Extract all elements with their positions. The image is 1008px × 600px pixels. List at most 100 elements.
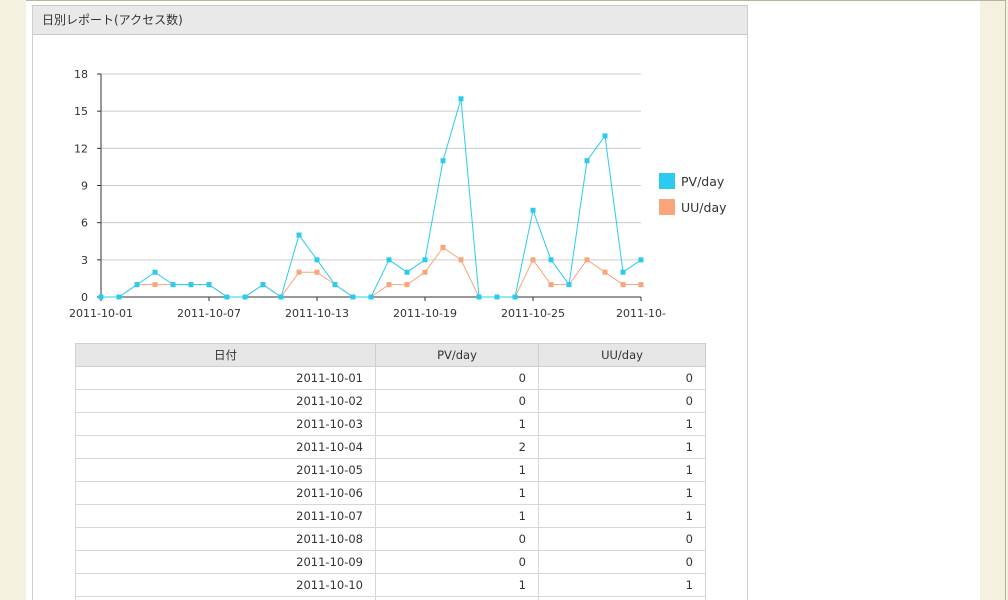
table-row: 2011-10-05 1 1 (76, 459, 706, 482)
data-point-uu (459, 257, 464, 262)
table-row: 2011-10-01 0 0 (76, 367, 706, 390)
cell-pv: 0 (376, 367, 539, 390)
daily-report-panel: 日別レポート(アクセス数) 0 3 6 9 12 15 18 2011-10-01 2011-1… (32, 5, 748, 600)
left-margin (0, 0, 26, 600)
data-point-pv (189, 282, 194, 287)
data-point-pv (495, 295, 500, 300)
chart-legend: PV/day UU/day (659, 168, 727, 220)
legend-swatch-pv (659, 173, 675, 189)
data-point-pv (405, 270, 410, 275)
data-point-pv (585, 158, 590, 163)
cell-pv: 1 (376, 459, 539, 482)
cell-date: 2011-10-10 (76, 574, 376, 597)
data-point-pv (315, 257, 320, 262)
cell-uu: 1 (539, 413, 706, 436)
cell-date: 2011-10-04 (76, 436, 376, 459)
data-point-uu (297, 270, 302, 275)
data-point-uu (315, 270, 320, 275)
x-tick-label: 2011-10-01 (69, 307, 133, 320)
data-point-pv (603, 133, 608, 138)
y-tick-label: 18 (74, 68, 88, 81)
header-pv: PV/day (376, 344, 539, 367)
cell-date: 2011-10-02 (76, 390, 376, 413)
y-tick-label: 0 (81, 291, 88, 304)
data-point-uu (423, 270, 428, 275)
cell-date: 2011-10-03 (76, 413, 376, 436)
data-point-uu (531, 257, 536, 262)
y-tick-label: 3 (81, 254, 88, 267)
data-point-pv (99, 295, 104, 300)
data-point-uu (153, 282, 158, 287)
cell-pv (376, 597, 539, 600)
main-content: 日別レポート(アクセス数) 0 3 6 9 12 15 18 2011-10-01 2011-1… (26, 1, 980, 600)
cell-uu: 1 (539, 505, 706, 528)
cell-uu: 1 (539, 574, 706, 597)
panel-title: 日別レポート(アクセス数) (33, 5, 747, 35)
table-row: 2011-10-09 0 0 (76, 551, 706, 574)
cell-uu: 0 (539, 551, 706, 574)
table-row: 2011-10-06 1 1 (76, 482, 706, 505)
y-tick-label: 15 (74, 105, 88, 118)
table-row: 2011-10-03 1 1 (76, 413, 706, 436)
cell-pv: 1 (376, 482, 539, 505)
data-point-uu (603, 270, 608, 275)
cell-pv: 2 (376, 436, 539, 459)
header-date: 日付 (76, 344, 376, 367)
legend-item-uu: UU/day (659, 194, 727, 220)
data-point-pv (333, 282, 338, 287)
cell-uu: 0 (539, 528, 706, 551)
data-point-pv (531, 208, 536, 213)
cell-uu: 0 (539, 367, 706, 390)
cell-date: 2011-10-05 (76, 459, 376, 482)
cell-uu: 1 (539, 459, 706, 482)
data-point-pv (279, 295, 284, 300)
data-point-pv (171, 282, 176, 287)
data-point-pv (117, 295, 122, 300)
data-point-uu (405, 282, 410, 287)
data-point-uu (441, 245, 446, 250)
cell-pv: 1 (376, 413, 539, 436)
table-header-row: 日付 PV/day UU/day (76, 344, 706, 367)
data-point-pv (297, 233, 302, 238)
cell-pv: 0 (376, 528, 539, 551)
data-point-uu (387, 282, 392, 287)
table-row: 2011-10-10 1 1 (76, 574, 706, 597)
cell-date: 2011-10-08 (76, 528, 376, 551)
table-row: 2011-10-04 2 1 (76, 436, 706, 459)
legend-item-pv: PV/day (659, 168, 727, 194)
cell-pv: 0 (376, 390, 539, 413)
x-tick-label: 2011-10-25 (501, 307, 565, 320)
cell-pv: 1 (376, 574, 539, 597)
data-point-pv (621, 270, 626, 275)
data-point-pv (243, 295, 248, 300)
cell-pv: 1 (376, 505, 539, 528)
table-row: 2011-10-08 0 0 (76, 528, 706, 551)
y-tick-label: 12 (74, 142, 88, 155)
cell-date: 2011-10-01 (76, 367, 376, 390)
data-point-pv (387, 257, 392, 262)
cell-pv: 0 (376, 551, 539, 574)
data-point-pv (261, 282, 266, 287)
data-point-pv (459, 96, 464, 101)
cell-uu (539, 597, 706, 600)
y-tick-label: 6 (81, 217, 88, 230)
table-row (76, 597, 706, 600)
y-tick-label: 9 (81, 180, 88, 193)
x-tick-label: 2011-10-07 (177, 307, 241, 320)
data-point-pv (369, 295, 374, 300)
data-point-pv (441, 158, 446, 163)
data-point-uu (639, 282, 644, 287)
line-chart-svg: 0 3 6 9 12 15 18 2011-10-01 2011-10-07 2011-10-13… (33, 35, 673, 325)
x-tick-label: 2011-10-19 (393, 307, 457, 320)
x-tick-label: 2011-10-13 (285, 307, 349, 320)
data-point-pv (135, 282, 140, 287)
data-point-pv (225, 295, 230, 300)
cell-date: 2011-10-06 (76, 482, 376, 505)
legend-label-uu: UU/day (681, 200, 727, 215)
legend-label-pv: PV/day (681, 174, 724, 189)
data-point-pv (639, 257, 644, 262)
cell-uu: 0 (539, 390, 706, 413)
data-point-uu (621, 282, 626, 287)
legend-swatch-uu (659, 199, 675, 215)
data-point-pv (549, 257, 554, 262)
